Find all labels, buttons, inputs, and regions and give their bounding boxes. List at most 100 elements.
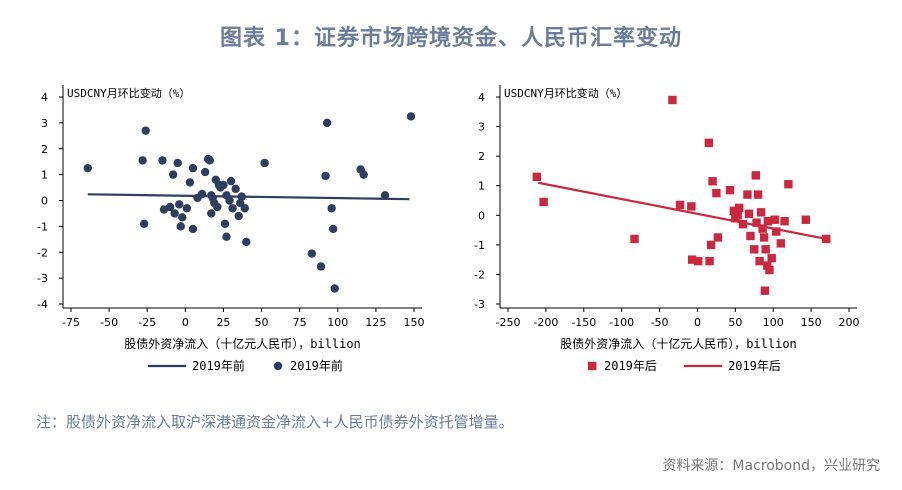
- data-point: [751, 171, 760, 180]
- data-point: [770, 215, 779, 224]
- y-tick-label: -3: [37, 272, 48, 285]
- data-point: [329, 224, 338, 234]
- data-point: [763, 217, 773, 226]
- data-point: [316, 262, 326, 271]
- figure-title: 图表 1：证券市场跨境资金、人民币汇率变动: [220, 26, 682, 51]
- y-tick-label: 2: [41, 143, 48, 156]
- x-tick-label: 150: [801, 316, 822, 329]
- y-tick-label: 4: [478, 91, 485, 104]
- data-point: [359, 170, 368, 179]
- x-axis-label: 股债外资净流入（十亿元人民币），billion: [560, 336, 797, 351]
- data-point: [704, 138, 714, 148]
- x-tick-label: -25: [138, 316, 156, 329]
- x-tick-label: 100: [763, 316, 784, 329]
- data-point: [322, 118, 332, 128]
- data-point: [744, 209, 754, 219]
- data-point: [380, 191, 390, 200]
- y-tick-label: 1: [478, 180, 485, 193]
- data-point: [675, 200, 685, 210]
- data-point: [801, 215, 811, 224]
- data-point: [188, 224, 198, 234]
- data-point: [178, 213, 187, 222]
- data-point: [753, 190, 763, 199]
- data-point: [213, 202, 222, 212]
- data-point: [712, 188, 721, 198]
- data-point: [738, 219, 748, 229]
- data-point: [185, 178, 195, 187]
- data-point: [756, 208, 766, 217]
- x-tick-label: 50: [255, 316, 269, 329]
- data-point: [729, 206, 739, 216]
- legend-label: 2019年后: [604, 359, 657, 373]
- data-point: [687, 202, 696, 211]
- x-tick-label: 75: [293, 316, 307, 329]
- data-point: [767, 253, 776, 263]
- legend-marker-swatch: [273, 361, 283, 371]
- data-point: [176, 222, 185, 231]
- data-point: [630, 234, 639, 244]
- data-point: [761, 245, 770, 254]
- data-point: [321, 171, 330, 181]
- chart-panel-2: 4 3 2 1 0 -1 -2 -3 -250 -200 -150 -100 -50 0 50 100 150 2…: [474, 85, 860, 373]
- data-point: [694, 256, 703, 266]
- data-point: [772, 227, 781, 236]
- data-point: [138, 156, 147, 165]
- x-tick-label: -150: [571, 316, 596, 329]
- data-point: [182, 204, 192, 213]
- data-point: [168, 170, 178, 179]
- data-point: [219, 180, 228, 190]
- data-point: [260, 158, 269, 168]
- legend-marker-swatch: [588, 361, 597, 371]
- data-point: [158, 156, 167, 165]
- x-tick-label: 150: [404, 316, 425, 329]
- data-point: [733, 211, 742, 220]
- data-point: [687, 255, 697, 264]
- data-point: [222, 232, 231, 241]
- chart-title: USDCNY月环比变动（%）: [67, 86, 190, 100]
- data-point: [746, 231, 755, 241]
- data-point: [760, 286, 770, 295]
- data-point: [539, 197, 548, 207]
- fit-line: [87, 193, 410, 201]
- y-tick-label: 4: [41, 91, 48, 104]
- x-tick-label: 0: [182, 316, 189, 329]
- data-point: [226, 176, 236, 186]
- x-tick-label: 50: [728, 316, 742, 329]
- legend: 2019年前 2019年前: [148, 358, 343, 373]
- x-tick-label: 25: [216, 316, 230, 329]
- x-tick-label: -250: [496, 316, 521, 329]
- x-tick-label: 0: [694, 316, 701, 329]
- y-tick-label: -4: [37, 298, 48, 311]
- data-point: [207, 209, 216, 218]
- data-point: [141, 126, 150, 135]
- data-point: [327, 204, 336, 213]
- data-point: [205, 156, 214, 165]
- data-point: [762, 261, 772, 270]
- y-tick-label: 3: [478, 121, 485, 134]
- data-point: [776, 239, 785, 248]
- y-tick-label: -2: [37, 246, 48, 259]
- chart-title: USDCNY月环比变动（%）: [504, 86, 627, 100]
- y-tick-label: 3: [41, 117, 48, 130]
- data-point: [706, 240, 716, 250]
- data-point: [758, 224, 767, 233]
- data-point: [743, 190, 752, 199]
- data-point: [139, 219, 149, 228]
- data-point: [765, 265, 774, 275]
- data-point: [242, 237, 251, 247]
- data-point: [234, 211, 243, 221]
- x-tick-label: 200: [839, 316, 860, 329]
- data-point: [330, 284, 339, 293]
- data-point: [784, 180, 793, 189]
- y-tick-label: -1: [37, 220, 48, 233]
- data-point: [755, 256, 764, 266]
- legend: 2019年后 2019年后: [588, 359, 781, 373]
- data-point: [83, 163, 92, 173]
- figure-source: 资料来源：Macrobond，兴业研究: [662, 458, 880, 474]
- legend-label: 2019年前: [290, 358, 343, 373]
- fit-line: [538, 181, 827, 241]
- data-point: [231, 184, 240, 194]
- data-point: [752, 218, 761, 227]
- data-point: [668, 95, 677, 105]
